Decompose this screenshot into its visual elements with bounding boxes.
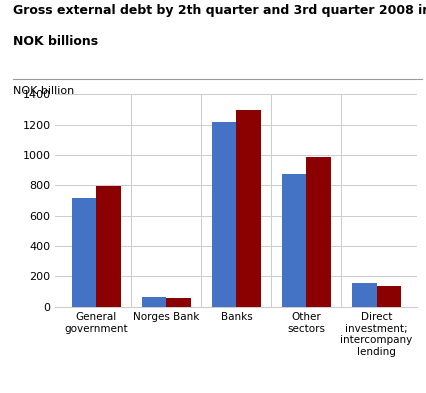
Text: Gross external debt by 2th quarter and 3rd quarter 2008 in: Gross external debt by 2th quarter and 3… — [13, 4, 426, 17]
Bar — [352, 283, 377, 307]
Bar — [72, 198, 96, 307]
Text: NOK billion: NOK billion — [13, 86, 74, 96]
Bar — [96, 186, 121, 307]
Bar — [306, 157, 331, 307]
Bar — [236, 110, 261, 307]
Bar — [282, 174, 306, 307]
Bar — [167, 298, 191, 307]
Text: NOK billions: NOK billions — [13, 35, 98, 48]
Bar — [212, 122, 236, 307]
Bar — [142, 297, 167, 307]
Bar — [377, 286, 401, 307]
